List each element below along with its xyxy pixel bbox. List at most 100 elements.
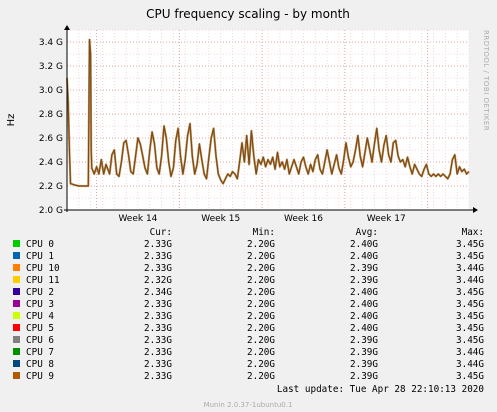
legend-header: Cur: Min: Avg: Max: [150,227,484,238]
legend-swatch [13,264,20,271]
legend-name: CPU 9 [26,371,54,382]
legend-swatch [13,240,20,247]
legend-avg: 2.40G [350,311,378,322]
legend-avg: 2.39G [350,371,378,382]
legend-cur: 2.33G [144,239,172,250]
legend-avg: 2.39G [350,263,378,274]
legend-max: 3.44G [456,347,484,358]
x-tick-label: Week 14 [118,214,157,224]
legend-header-max: Max: [462,227,484,238]
legend-min: 2.20G [247,275,275,286]
y-tick-label: 3.4 G [39,38,63,48]
legend-max: 3.44G [456,263,484,274]
legend-row: CPU 3 2.33G 2.20G 2.40G 3.45G [13,299,484,310]
legend-cur: 2.33G [144,371,172,382]
legend-row: CPU 6 2.33G 2.20G 2.39G 3.45G [13,335,484,346]
legend-min: 2.20G [247,335,275,346]
legend-avg: 2.40G [350,251,378,262]
legend-swatch [13,336,20,343]
munin-version-footer: Munin 2.0.37-1ubuntu0.1 [204,401,293,409]
y-tick-label: 2.6 G [39,134,63,144]
legend-cur: 2.33G [144,323,172,334]
legend-cur: 2.33G [144,359,172,370]
legend-avg: 2.40G [350,287,378,298]
legend-name: CPU 1 [26,251,54,262]
y-axis-arrow-icon [64,25,70,30]
legend-avg: 2.40G [350,299,378,310]
legend-min: 2.20G [247,263,275,274]
y-tick-label: 3.2 G [39,62,63,72]
legend-name: CPU 4 [26,311,54,322]
legend-avg: 2.39G [350,347,378,358]
legend-avg: 2.39G [350,275,378,286]
legend-name: CPU 7 [26,347,54,358]
y-tick-label: 2.0 G [39,206,63,216]
legend-max: 3.45G [456,335,484,346]
legend-min: 2.20G [247,347,275,358]
y-tick-label: 2.4 G [39,158,63,168]
legend-cur: 2.33G [144,311,172,322]
legend-min: 2.20G [247,359,275,370]
legend-max: 3.45G [456,371,484,382]
legend-avg: 2.39G [350,335,378,346]
legend-avg: 2.40G [350,323,378,334]
legend-row: CPU 4 2.33G 2.20G 2.40G 3.45G [13,311,484,322]
x-tick-label: Week 17 [367,214,406,224]
legend-name: CPU 6 [26,335,54,346]
legend-cur: 2.32G [144,275,172,286]
legend-min: 2.20G [247,239,275,250]
legend-header-min: Min: [253,227,275,238]
legend-swatch [13,276,20,283]
x-tick-label: Week 15 [201,214,240,224]
y-tick-label: 2.8 G [39,110,63,120]
legend-row: CPU 5 2.33G 2.20G 2.40G 3.45G [13,323,484,334]
legend-cur: 2.33G [144,299,172,310]
legend-row: CPU 8 2.33G 2.20G 2.39G 3.44G [13,359,484,370]
legend-name: CPU 5 [26,323,54,334]
legend-row: CPU 10 2.33G 2.20G 2.39G 3.44G [13,263,484,274]
legend-header-avg: Avg: [356,227,378,238]
legend-max: 3.45G [456,323,484,334]
legend-swatch [13,360,20,367]
legend-cur: 2.33G [144,347,172,358]
legend-swatch [13,300,20,307]
y-tick-labels: 2.0 G 2.2 G 2.4 G 2.6 G 2.8 G 3.0 G 3.2 G 3.4 G [39,38,63,216]
axes [64,25,478,213]
legend-avg: 2.39G [350,359,378,370]
x-axis-arrow-icon [473,207,478,213]
legend-row: CPU 2 2.34G 2.20G 2.40G 3.45G [13,287,484,298]
legend: CPU 0 2.33G 2.20G 2.40G 3.45G CPU 1 2.33G 2.20G… [13,239,484,382]
legend-cur: 2.33G [144,263,172,274]
y-tick-label: 2.2 G [39,182,63,192]
legend-max: 3.45G [456,251,484,262]
legend-name: CPU 10 [26,263,60,274]
legend-max: 3.44G [456,359,484,370]
legend-swatch [13,312,20,319]
legend-swatch [13,348,20,355]
legend-cur: 2.33G [144,251,172,262]
legend-min: 2.20G [247,371,275,382]
legend-cur: 2.33G [144,335,172,346]
legend-name: CPU 11 [26,275,60,286]
series-line [66,38,470,187]
legend-name: CPU 8 [26,359,54,370]
legend-min: 2.20G [247,251,275,262]
legend-avg: 2.40G [350,239,378,250]
legend-name: CPU 3 [26,299,54,310]
legend-header-cur: Cur: [150,227,172,238]
legend-row: CPU 7 2.33G 2.20G 2.39G 3.44G [13,347,484,358]
legend-name: CPU 0 [26,239,54,250]
legend-swatch [13,324,20,331]
last-update: Last update: Tue Apr 28 22:10:13 2020 [277,384,484,395]
legend-row: CPU 11 2.32G 2.20G 2.39G 3.44G [13,275,484,286]
series-lines [65,38,470,188]
legend-max: 3.44G [456,275,484,286]
legend-row: CPU 0 2.33G 2.20G 2.40G 3.45G [13,239,484,250]
x-tick-label: Week 16 [284,214,323,224]
legend-max: 3.45G [456,299,484,310]
legend-cur: 2.34G [144,287,172,298]
legend-swatch [13,288,20,295]
legend-min: 2.20G [247,323,275,334]
legend-max: 3.45G [456,287,484,298]
